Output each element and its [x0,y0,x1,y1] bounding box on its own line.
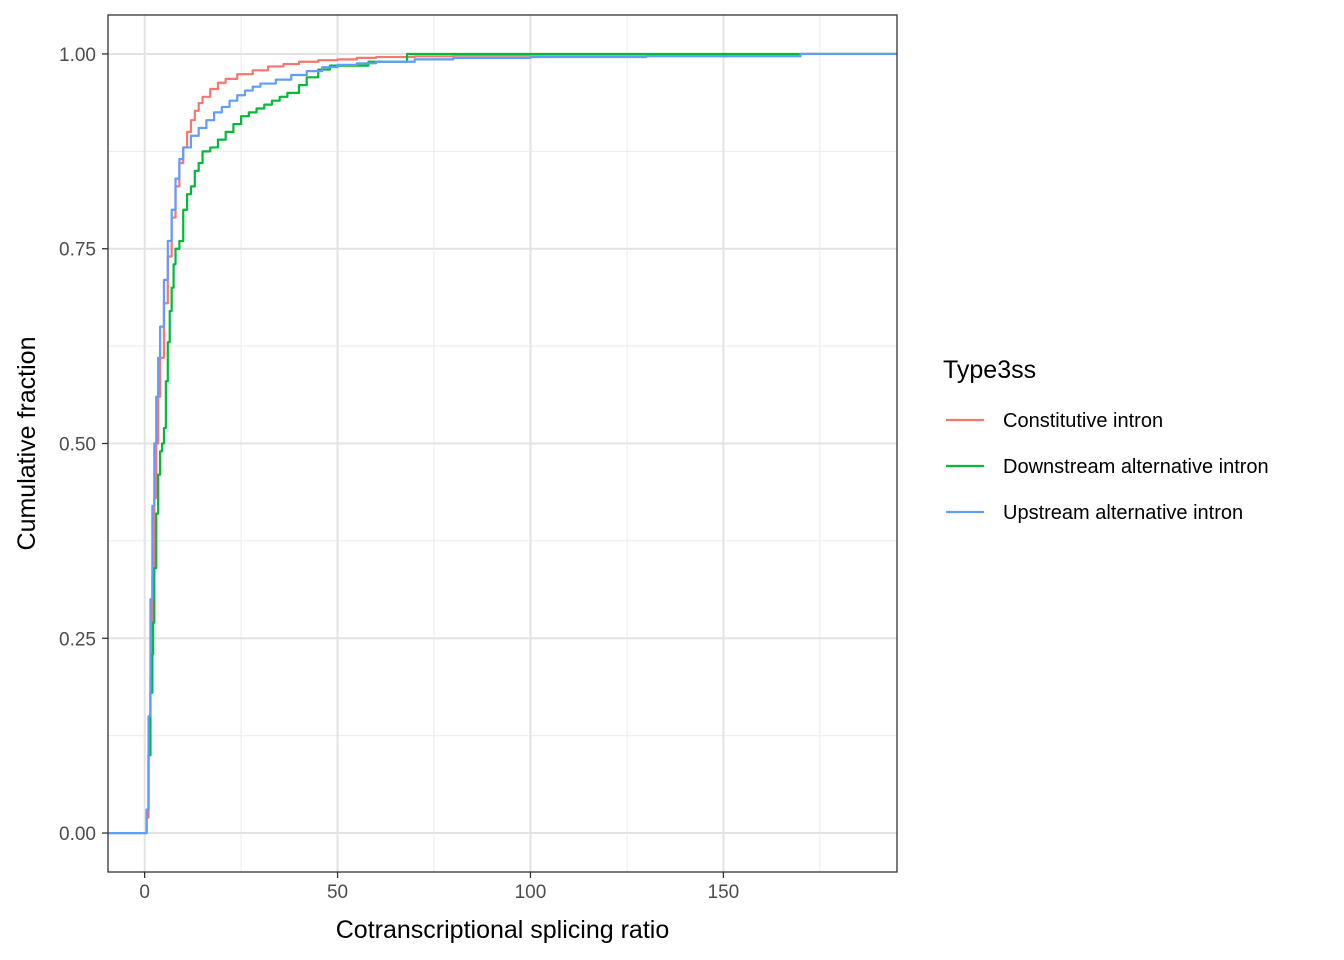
x-tick-label: 50 [327,882,348,903]
series-line-1 [108,52,897,835]
x-tick-label: 150 [708,882,740,903]
y-axis: 0.00 0.25 0.50 0.75 1.00 [59,45,108,845]
legend-label-3: Upstream alternative intron [1003,502,1243,524]
legend-label-1: Constitutive intron [1003,410,1163,432]
y-tick-label: 1.00 [59,45,96,66]
series-line-3 [108,52,897,835]
y-axis-title: Cumulative fraction [13,337,41,551]
y-tick-label: 0.50 [59,435,96,456]
x-tick-label: 100 [515,882,547,903]
series-line-2 [108,52,897,835]
x-axis-title: Cotranscriptional splicing ratio [336,916,669,944]
y-tick-label: 0.25 [59,629,96,650]
y-tick-label: 0.75 [59,240,96,261]
legend-items: Constitutive intron Downstream alternativ… [946,410,1269,524]
series-layer [108,52,897,835]
legend-title: Type3ss [943,356,1036,384]
x-tick-label: 0 [139,882,150,903]
legend: Type3ss Constitutive intron Downstream al… [943,356,1269,524]
y-tick-label: 0.00 [59,824,96,845]
legend-label-2: Downstream alternative intron [1003,456,1269,478]
major-grid [108,15,897,872]
x-axis: 0 50 100 150 [139,872,739,903]
